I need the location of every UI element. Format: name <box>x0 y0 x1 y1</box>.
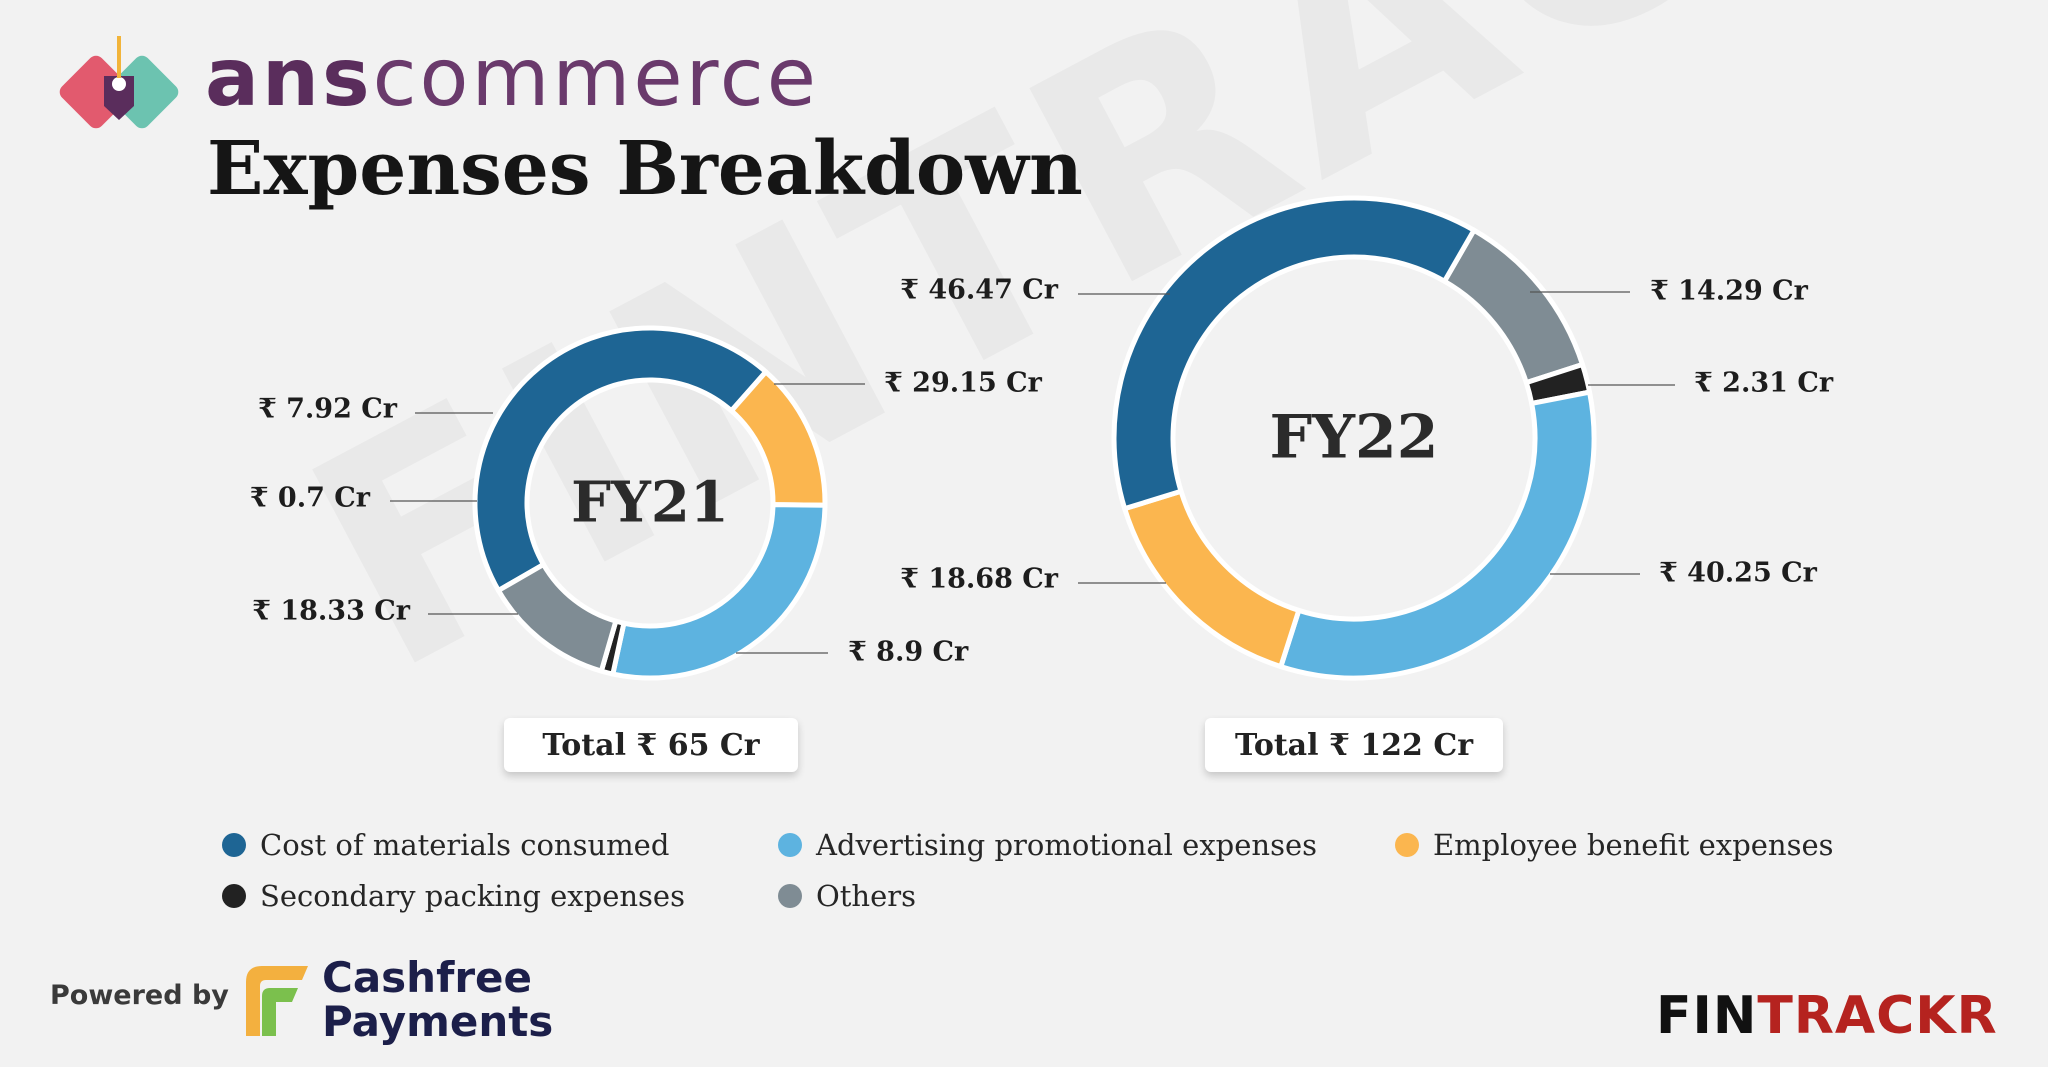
page-title: Expenses Breakdown <box>207 126 1083 212</box>
legend-item: Secondary packing expenses <box>222 879 685 913</box>
cashfree-line1: Cashfree <box>322 953 533 1002</box>
legend-label: Others <box>816 879 917 913</box>
cashfree-line2: Payments <box>322 997 554 1046</box>
data-label: ₹ 18.33 Cr <box>252 596 411 627</box>
data-label: ₹ 8.9 Cr <box>848 637 969 668</box>
legend-swatch-secondary-packing <box>222 884 246 908</box>
data-label: ₹ 46.47 Cr <box>900 275 1059 306</box>
slice-advertising-promotional-expenses <box>610 502 828 681</box>
legend-label: Cost of materials consumed <box>260 828 670 862</box>
center-label: FY21 <box>571 470 729 536</box>
slice-others <box>495 562 619 674</box>
data-label: ₹ 29.15 Cr <box>884 368 1043 399</box>
fintrackr-dark: FIN <box>1656 986 1758 1046</box>
legend-item: Employee benefit expenses <box>1395 828 1834 862</box>
brand-bold: ans <box>205 31 373 124</box>
fintrackr-red: TRACKR <box>1757 986 1998 1046</box>
donut-fy22: ₹ 14.29 Cr ₹ 2.31 Cr ₹ 40.25 Cr ₹ 18.68 Cr ₹… <box>900 195 1834 681</box>
legend-label: Employee benefit expenses <box>1433 828 1834 862</box>
legend-swatch-others <box>778 884 802 908</box>
total-box-fy21: Total ₹ 65 Cr <box>504 718 798 772</box>
data-label: ₹ 40.25 Cr <box>1659 558 1818 589</box>
brand-light: commerce <box>372 31 819 124</box>
slice-advertising-promotional-expenses <box>1278 389 1597 681</box>
data-label: ₹ 0.7 Cr <box>250 483 371 514</box>
legend-swatch-cost-of-materials <box>222 833 246 857</box>
brand-name: anscommerce <box>205 38 819 118</box>
slice-employee-benefit-expenses <box>1122 488 1302 670</box>
center-label: FY22 <box>1270 403 1439 473</box>
data-label: ₹ 2.31 Cr <box>1694 368 1834 399</box>
cashfree-logo-icon <box>246 966 308 1036</box>
slice-cost-of-materials-consumed <box>472 325 769 593</box>
total-box-fy22: Total ₹ 122 Cr <box>1205 718 1503 772</box>
legend-swatch-advertising <box>778 833 802 857</box>
legend-item: Advertising promotional expenses <box>778 828 1317 862</box>
slice-cost-of-materials-consumed <box>1111 195 1477 512</box>
slice-others <box>1442 227 1585 386</box>
legend-item: Cost of materials consumed <box>222 828 669 862</box>
legend: Cost of materials consumed Advertising p… <box>222 828 1902 938</box>
legend-swatch-employee <box>1395 833 1419 857</box>
legend-label: Advertising promotional expenses <box>816 828 1318 862</box>
powered-by-label: Powered by <box>50 980 229 1011</box>
donut-fy21: ₹ 29.15 Cr ₹ 8.9 Cr ₹ 18.33 Cr ₹ 0.7 Cr ₹ 7.… <box>250 325 1043 681</box>
anscommerce-logo-icon <box>59 36 179 129</box>
legend-label: Secondary packing expenses <box>260 879 685 913</box>
data-label: ₹ 18.68 Cr <box>900 564 1059 595</box>
fintrackr-logo: FINTRACKR <box>1656 990 1998 1042</box>
data-label: ₹ 14.29 Cr <box>1650 276 1809 307</box>
cashfree-wordmark: Cashfree Payments <box>322 956 553 1044</box>
legend-item: Others <box>778 879 916 913</box>
data-label: ₹ 7.92 Cr <box>258 394 398 425</box>
slice-employee-benefit-expenses <box>728 369 828 508</box>
